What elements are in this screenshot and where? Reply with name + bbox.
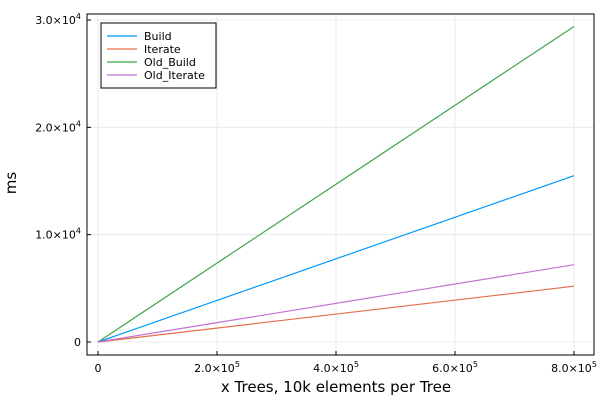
series-line-iterate [97,285,575,343]
y-tick-label-mantissa: 0 [74,336,81,349]
series-line-build [97,175,575,343]
y-tick-label-mantissa: 2.0×10 [35,121,76,134]
y-tick-label: 0 [74,336,81,349]
x-tick-label-exponent: 5 [473,360,478,369]
y-tick-label: 3.0×104 [35,12,81,27]
x-tick-label: 4.0×105 [313,360,359,375]
series-line-old-build [97,25,575,343]
series-layer [97,25,575,343]
grid-layer [87,14,594,355]
x-tick-label-mantissa: 8.0×10 [551,362,592,375]
legend-label: Old_Iterate [144,69,205,82]
y-tick-label-exponent: 4 [76,12,81,21]
x-axis-label: x Trees, 10k elements per Tree [221,378,451,396]
x-tick-label-exponent: 5 [235,360,240,369]
tick-labels: 0 2.0×105 4.0×105 6.0×105 8.0×10501.0×1042.0… [35,12,597,375]
x-tick-label: 2.0×105 [194,360,240,375]
series-line-old-iterate [97,264,575,343]
y-tick-label-exponent: 4 [76,227,81,236]
y-tick-label-mantissa: 1.0×10 [35,229,76,242]
x-tick-label-mantissa: 4.0×10 [313,362,354,375]
legend-label: Build [144,30,172,43]
legend-label: Old_Build [144,56,196,69]
x-tick-label-exponent: 5 [354,360,359,369]
x-tick-label-mantissa: 2.0×10 [194,362,235,375]
y-tick-label: 1.0×104 [35,227,81,242]
y-tick-label: 2.0×104 [35,119,81,134]
y-tick-label-mantissa: 3.0×10 [35,14,76,27]
x-tick-label-mantissa: 0 [95,362,102,375]
x-tick-label-mantissa: 6.0×10 [432,362,473,375]
x-tick-label: 0 [95,362,102,375]
legend-label: Iterate [144,43,181,56]
plot-frame [86,13,595,356]
y-axis-label: ms [2,172,20,195]
legend-box [100,22,217,89]
x-tick-label: 6.0×105 [432,360,478,375]
y-tick-label-exponent: 4 [76,119,81,128]
x-tick-label-exponent: 5 [592,360,597,369]
x-tick-label: 8.0×105 [551,360,597,375]
